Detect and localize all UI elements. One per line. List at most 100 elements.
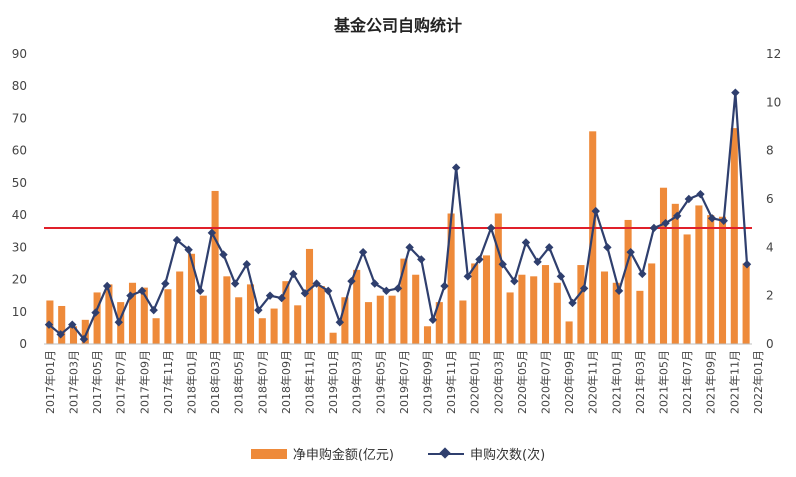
bar[interactable] bbox=[459, 300, 467, 345]
line-point[interactable] bbox=[696, 189, 705, 199]
bar[interactable] bbox=[494, 213, 502, 345]
bar[interactable] bbox=[317, 286, 325, 344]
line-point[interactable] bbox=[707, 214, 717, 223]
line-point[interactable] bbox=[440, 281, 449, 291]
bar[interactable] bbox=[412, 274, 420, 344]
line-point[interactable] bbox=[184, 245, 193, 254]
bar[interactable] bbox=[482, 255, 491, 344]
bar[interactable] bbox=[648, 263, 656, 344]
line-point[interactable] bbox=[91, 308, 100, 317]
line-point[interactable] bbox=[684, 194, 694, 204]
bar[interactable] bbox=[305, 248, 314, 344]
bar[interactable] bbox=[235, 297, 243, 344]
bar[interactable] bbox=[388, 295, 396, 344]
bar[interactable] bbox=[140, 287, 148, 344]
line-point[interactable] bbox=[742, 260, 752, 269]
bar[interactable] bbox=[128, 282, 137, 344]
bar[interactable] bbox=[364, 302, 373, 344]
line-point[interactable] bbox=[568, 298, 577, 308]
bar[interactable] bbox=[58, 305, 66, 344]
line-point[interactable] bbox=[393, 284, 403, 293]
line-point[interactable] bbox=[324, 286, 333, 296]
bar[interactable] bbox=[447, 213, 455, 345]
line-point[interactable] bbox=[79, 334, 89, 344]
line-point[interactable] bbox=[719, 216, 728, 225]
legend-item-bar[interactable]: 净申购金额(亿元) bbox=[250, 444, 394, 463]
bar[interactable] bbox=[258, 318, 266, 344]
line-point[interactable] bbox=[44, 320, 54, 329]
bar[interactable] bbox=[671, 203, 679, 344]
bar[interactable] bbox=[624, 219, 632, 344]
line-point[interactable] bbox=[196, 286, 205, 296]
line-point[interactable] bbox=[521, 238, 531, 247]
bar[interactable] bbox=[93, 292, 101, 344]
line-point[interactable] bbox=[56, 330, 65, 339]
bar[interactable] bbox=[329, 332, 337, 344]
line-point[interactable] bbox=[486, 223, 496, 233]
line-point[interactable] bbox=[358, 247, 368, 257]
line-point[interactable] bbox=[347, 276, 356, 286]
line-point[interactable] bbox=[451, 163, 461, 172]
bar[interactable] bbox=[636, 290, 644, 344]
bar[interactable] bbox=[600, 271, 609, 345]
bar[interactable] bbox=[683, 234, 691, 344]
line-point[interactable] bbox=[533, 257, 542, 267]
bar[interactable] bbox=[376, 295, 384, 344]
line-point[interactable] bbox=[614, 286, 624, 296]
line-point[interactable] bbox=[289, 269, 298, 279]
line-point[interactable] bbox=[591, 206, 600, 216]
bar[interactable] bbox=[400, 258, 408, 344]
line-point[interactable] bbox=[114, 318, 123, 327]
bar[interactable] bbox=[176, 271, 184, 345]
bar[interactable] bbox=[577, 265, 585, 344]
bar[interactable] bbox=[353, 269, 361, 344]
line-point[interactable] bbox=[382, 286, 391, 296]
line-point[interactable] bbox=[661, 218, 670, 228]
line-point[interactable] bbox=[579, 284, 589, 293]
bar[interactable] bbox=[612, 282, 620, 344]
bar[interactable] bbox=[246, 284, 255, 344]
line-point[interactable] bbox=[731, 88, 740, 97]
bar[interactable] bbox=[518, 274, 526, 344]
line-point[interactable] bbox=[149, 305, 158, 315]
line-point[interactable] bbox=[207, 228, 217, 238]
bar[interactable] bbox=[565, 321, 573, 344]
legend-item-line[interactable]: 申购次数(次) bbox=[428, 444, 545, 463]
line-point[interactable] bbox=[300, 289, 310, 298]
bar[interactable] bbox=[530, 276, 538, 344]
line-point[interactable] bbox=[673, 211, 682, 221]
line-point[interactable] bbox=[254, 305, 263, 315]
line-point[interactable] bbox=[126, 291, 135, 300]
line-point[interactable] bbox=[417, 255, 426, 264]
line-point[interactable] bbox=[638, 269, 647, 279]
bar[interactable] bbox=[541, 265, 550, 344]
line-point[interactable] bbox=[172, 235, 182, 245]
bar[interactable] bbox=[695, 205, 703, 344]
bar[interactable] bbox=[742, 263, 750, 344]
bar[interactable] bbox=[211, 190, 219, 344]
line-point[interactable] bbox=[68, 320, 77, 329]
line-point[interactable] bbox=[230, 279, 240, 288]
bar[interactable] bbox=[471, 263, 479, 344]
bar[interactable] bbox=[81, 319, 89, 344]
bar[interactable] bbox=[69, 326, 78, 344]
line-point[interactable] bbox=[405, 243, 414, 252]
bar[interactable] bbox=[105, 284, 113, 344]
bar[interactable] bbox=[659, 187, 668, 344]
bar[interactable] bbox=[223, 276, 231, 344]
line-point[interactable] bbox=[498, 260, 507, 269]
line-point[interactable] bbox=[219, 250, 228, 259]
line-point[interactable] bbox=[265, 291, 275, 300]
line-point[interactable] bbox=[312, 279, 321, 288]
bar[interactable] bbox=[435, 302, 443, 344]
line-point[interactable] bbox=[102, 281, 112, 291]
line-point[interactable] bbox=[475, 255, 484, 264]
line-point[interactable] bbox=[626, 247, 635, 257]
bar[interactable] bbox=[707, 215, 715, 344]
line-point[interactable] bbox=[370, 279, 379, 288]
line-point[interactable] bbox=[545, 243, 554, 252]
bar[interactable] bbox=[282, 281, 290, 344]
line-point[interactable] bbox=[603, 243, 612, 252]
line-point[interactable] bbox=[649, 223, 659, 233]
line-point[interactable] bbox=[335, 318, 345, 327]
